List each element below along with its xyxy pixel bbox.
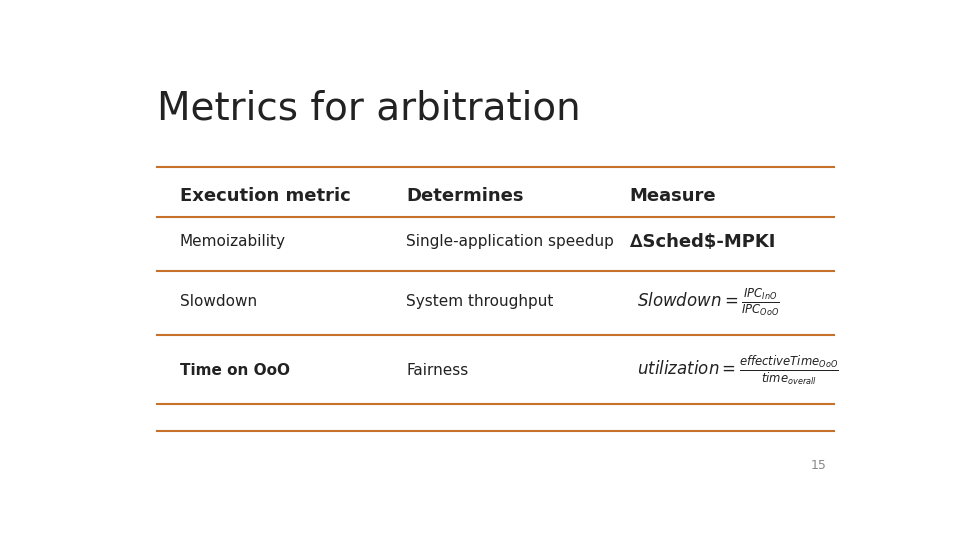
- Text: System throughput: System throughput: [406, 294, 554, 309]
- Text: Memoizability: Memoizability: [180, 234, 285, 249]
- Text: ∆Sched$-MPKI: ∆Sched$-MPKI: [630, 233, 775, 251]
- Text: Metrics for arbitration: Metrics for arbitration: [157, 90, 581, 128]
- Text: $Slowdown = \frac{IPC_{InO}}{IPC_{OoO}}$: $Slowdown = \frac{IPC_{InO}}{IPC_{OoO}}$: [637, 286, 780, 318]
- Text: $utilization = \frac{effectiveTime_{OoO}}{time_{overall}}$: $utilization = \frac{effectiveTime_{OoO}…: [637, 354, 839, 387]
- Text: Execution metric: Execution metric: [180, 187, 350, 205]
- Text: Measure: Measure: [630, 187, 716, 205]
- Text: Determines: Determines: [406, 187, 524, 205]
- Text: Single-application speedup: Single-application speedup: [406, 234, 614, 249]
- Text: Time on OoO: Time on OoO: [180, 363, 290, 378]
- Text: Slowdown: Slowdown: [180, 294, 256, 309]
- Text: Fairness: Fairness: [406, 363, 468, 378]
- Text: 15: 15: [811, 460, 827, 472]
